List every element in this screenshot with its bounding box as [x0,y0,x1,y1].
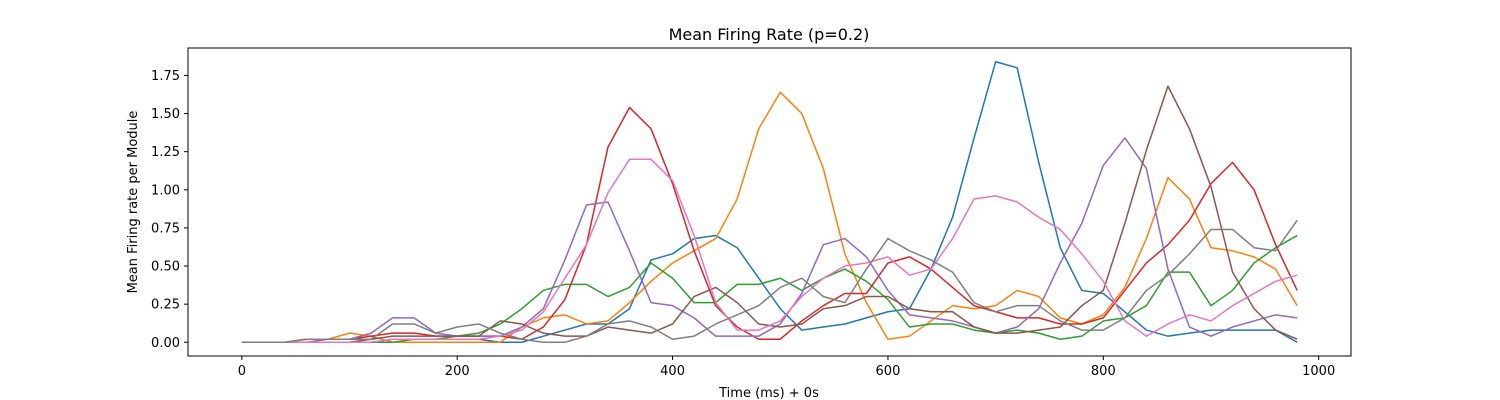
x-axis-label: Time (ms) + 0s [718,386,819,400]
series-line-5 [241,137,1298,344]
chart-title: Mean Firing Rate (p=0.2) [669,25,870,44]
y-tick-label: 0.75 [151,221,180,236]
y-tick-label: 1.25 [151,145,180,160]
series-line-8 [241,219,1298,344]
x-tick-label: 200 [445,364,470,379]
series-line-2 [241,91,1298,344]
x-axis-ticks: 0 200 400 600 800 1000 [238,356,1335,379]
y-tick-label: 0.00 [151,336,180,351]
x-tick-label: 0 [238,364,246,379]
y-tick-label: 1.50 [151,107,180,122]
y-tick-label: 0.50 [151,260,180,275]
x-tick-label: 400 [660,364,685,379]
x-tick-label: 800 [1091,364,1116,379]
y-axis-ticks: 0.00 0.25 0.50 0.75 1.00 1.25 1.50 1.75 [151,69,188,351]
y-tick-label: 1.00 [151,183,180,198]
series-layer [241,60,1298,344]
y-tick-label: 0.25 [151,298,180,313]
plot-area-frame [187,47,1352,357]
x-tick-label: 600 [876,364,901,379]
y-tick-label: 1.75 [151,69,180,84]
x-tick-label: 1000 [1302,364,1335,379]
series-line-6 [241,85,1298,344]
series-line-4 [241,106,1298,344]
y-axis-label: Mean Firing rate per Module [126,111,141,294]
series-line-7 [241,158,1298,344]
